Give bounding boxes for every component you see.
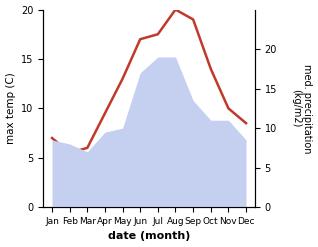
X-axis label: date (month): date (month)	[108, 231, 190, 242]
Y-axis label: med. precipitation
(kg/m2): med. precipitation (kg/m2)	[291, 64, 313, 153]
Y-axis label: max temp (C): max temp (C)	[5, 72, 16, 144]
